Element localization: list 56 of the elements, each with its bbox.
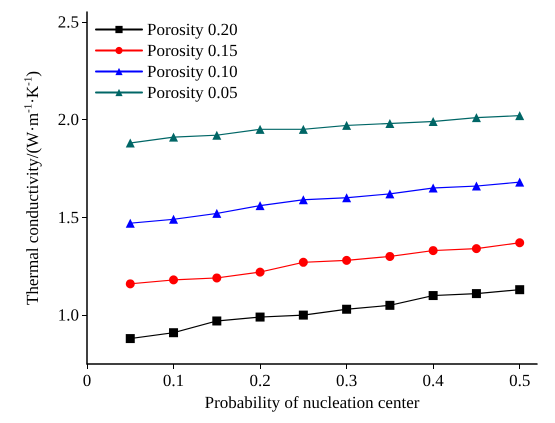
point: [169, 275, 178, 284]
point: [342, 256, 352, 265]
legend-label: Porosity 0.05: [147, 83, 238, 102]
y-axis-title: Thermal conductivity/(W·m-1·K-1): [22, 70, 42, 306]
point: [256, 124, 265, 134]
y-tick-label: 1.0: [58, 306, 79, 325]
point: [169, 328, 178, 338]
x-tick-label: 0.2: [249, 371, 271, 390]
point: [515, 285, 524, 294]
point: [428, 117, 438, 126]
point: [298, 195, 308, 204]
point: [472, 244, 481, 254]
point: [212, 316, 222, 326]
x-axis-title: Probability of nucleation center: [204, 393, 420, 412]
x-tick-label: 0.4: [422, 371, 444, 390]
point: [126, 218, 135, 228]
point: [428, 184, 438, 192]
point: [428, 291, 438, 300]
point: [472, 289, 481, 298]
point: [385, 252, 394, 261]
point: [342, 304, 352, 314]
x-tick-label: 0.5: [509, 371, 530, 390]
point: [472, 182, 481, 191]
point: [256, 201, 265, 210]
point: [298, 124, 308, 134]
point: [385, 189, 394, 198]
point: [472, 113, 481, 122]
point: [212, 208, 222, 218]
point: [212, 273, 222, 282]
x-tick-label: 0.3: [336, 371, 358, 390]
point: [298, 258, 308, 267]
point: [126, 334, 135, 344]
point: [256, 312, 265, 322]
y-tick-label: 2.5: [58, 12, 79, 32]
point: [169, 214, 178, 224]
point: [428, 246, 438, 256]
y-tick-label: 1.5: [58, 208, 79, 227]
point: [385, 300, 394, 310]
y-tick-label: 2.0: [58, 110, 79, 130]
point: [515, 178, 524, 187]
point: [515, 238, 524, 248]
point: [385, 118, 394, 128]
point: [169, 132, 178, 142]
point: [212, 130, 222, 140]
x-tick-label: 0.1: [162, 371, 184, 390]
point: [126, 279, 135, 288]
point: [342, 120, 352, 130]
legend-label: Porosity 0.10: [147, 62, 238, 81]
legend-label: Porosity 0.15: [147, 41, 238, 60]
x-tick-label: 0: [82, 371, 92, 390]
point: [342, 193, 352, 202]
point: [515, 111, 524, 120]
point: [256, 268, 265, 277]
point: [298, 310, 308, 320]
legend-label: Porosity 0.20: [147, 20, 238, 39]
point: [126, 138, 135, 148]
